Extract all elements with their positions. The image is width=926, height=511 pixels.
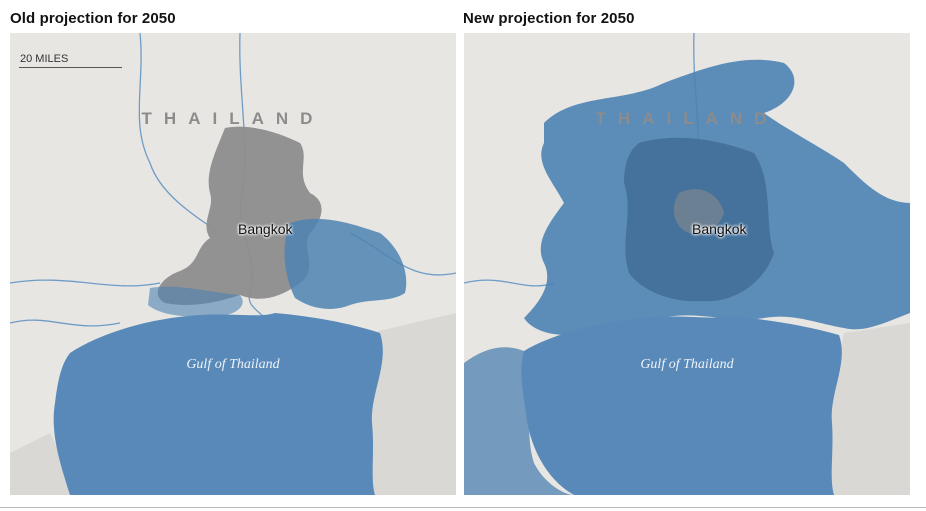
bottom-rule (0, 507, 926, 508)
scale-bar-label: 20 MILES (20, 53, 69, 65)
gulf-water (53, 313, 383, 495)
urban-area (673, 189, 724, 235)
water-label: Gulf of Thailand (640, 357, 734, 372)
city-label: Bangkok (238, 221, 293, 237)
scale-bar (19, 67, 122, 68)
new-projection-map: THAILAND Bangkok Gulf of Thailand (464, 33, 910, 495)
right-panel-title: New projection for 2050 (463, 10, 635, 27)
old-projection-map: 20 MILES THAILAND Bangkok Gulf of Thaila… (10, 33, 456, 495)
new-projection-map-graphic (464, 33, 910, 495)
water-label: Gulf of Thailand (186, 357, 280, 372)
country-label: THAILAND (141, 109, 325, 128)
city-label: Bangkok (692, 221, 747, 237)
flood-area (464, 347, 574, 495)
country-label: THAILAND (595, 109, 779, 128)
left-panel-title: Old projection for 2050 (10, 10, 176, 27)
old-projection-map-graphic (10, 33, 456, 495)
urban-area (157, 126, 322, 306)
flood-area (148, 286, 243, 317)
gulf-water (521, 316, 842, 495)
flood-area (284, 218, 407, 309)
